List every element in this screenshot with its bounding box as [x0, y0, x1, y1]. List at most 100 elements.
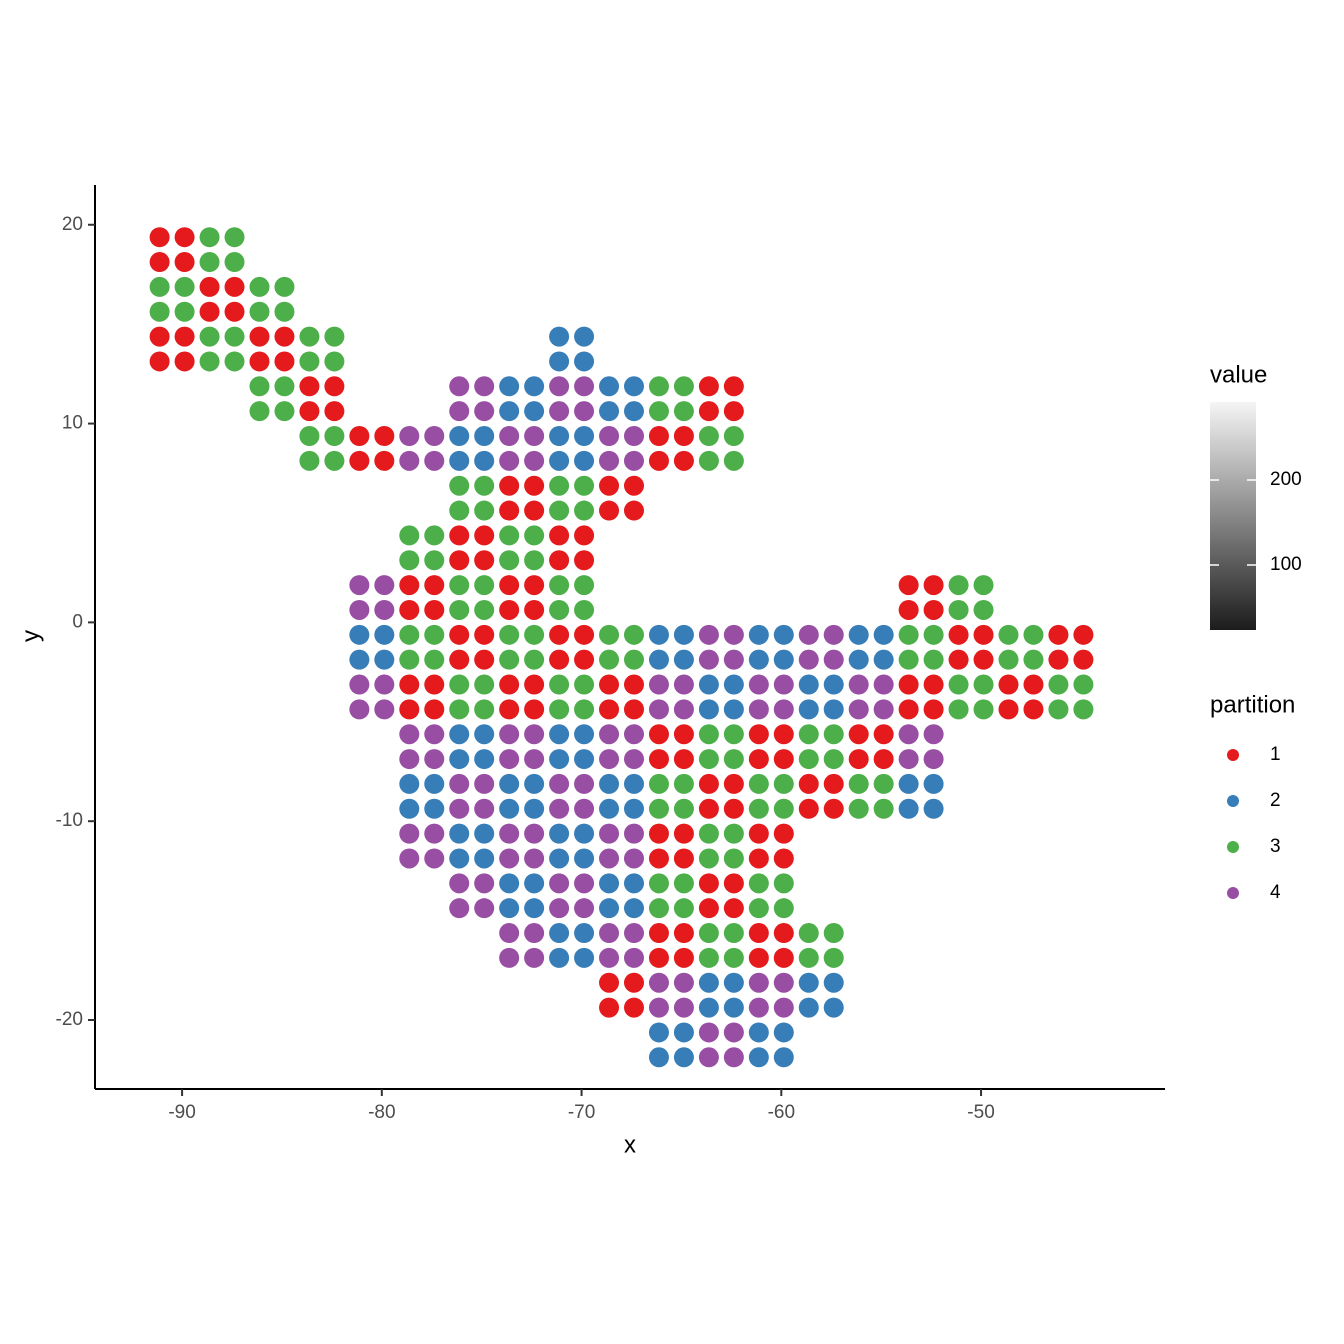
point — [274, 301, 295, 322]
point — [449, 624, 470, 645]
point — [424, 749, 445, 770]
point — [524, 848, 545, 869]
point — [349, 450, 370, 471]
point — [1023, 649, 1044, 670]
point — [623, 997, 644, 1018]
point — [449, 699, 470, 720]
point — [748, 749, 769, 770]
point — [424, 575, 445, 596]
point — [923, 674, 944, 695]
point — [698, 649, 719, 670]
point — [698, 923, 719, 944]
point — [648, 401, 669, 422]
point — [723, 873, 744, 894]
point — [698, 674, 719, 695]
point — [723, 1022, 744, 1043]
point — [174, 276, 195, 297]
point — [923, 749, 944, 770]
point — [549, 649, 570, 670]
point — [698, 749, 719, 770]
point — [524, 724, 545, 745]
point — [424, 649, 445, 670]
point — [623, 624, 644, 645]
point — [424, 798, 445, 819]
point — [574, 475, 595, 496]
point — [623, 450, 644, 471]
point — [823, 624, 844, 645]
point — [199, 351, 220, 372]
point — [1048, 624, 1069, 645]
point — [673, 997, 694, 1018]
point — [723, 674, 744, 695]
point — [249, 376, 270, 397]
point — [948, 599, 969, 620]
point — [549, 674, 570, 695]
point — [224, 351, 245, 372]
point — [574, 525, 595, 546]
point — [324, 351, 345, 372]
point — [723, 947, 744, 968]
point — [873, 749, 894, 770]
point — [773, 724, 794, 745]
y-tick-label: 10 — [62, 413, 83, 434]
point — [174, 227, 195, 248]
legend-label: 3 — [1270, 836, 1281, 857]
point — [923, 599, 944, 620]
y-tick-label: -10 — [56, 810, 83, 831]
point — [773, 674, 794, 695]
point — [424, 599, 445, 620]
point — [723, 898, 744, 919]
point — [574, 450, 595, 471]
point — [623, 674, 644, 695]
point — [623, 426, 644, 447]
point — [474, 898, 495, 919]
point — [748, 997, 769, 1018]
point — [599, 475, 620, 496]
point — [474, 450, 495, 471]
point — [349, 674, 370, 695]
point — [599, 923, 620, 944]
point — [199, 276, 220, 297]
y-tick-label: 20 — [62, 214, 83, 235]
point — [823, 749, 844, 770]
point — [574, 426, 595, 447]
point — [474, 401, 495, 422]
point — [424, 624, 445, 645]
point — [748, 947, 769, 968]
point — [673, 947, 694, 968]
x-axis-title: x — [624, 1131, 636, 1158]
point — [149, 227, 170, 248]
point — [723, 923, 744, 944]
point — [748, 773, 769, 794]
point — [798, 624, 819, 645]
point — [474, 624, 495, 645]
point — [524, 401, 545, 422]
point — [623, 475, 644, 496]
point — [224, 326, 245, 347]
point — [973, 649, 994, 670]
point — [399, 773, 420, 794]
point — [773, 624, 794, 645]
point — [673, 898, 694, 919]
point — [973, 674, 994, 695]
point — [399, 550, 420, 571]
point — [524, 947, 545, 968]
point — [549, 699, 570, 720]
point — [174, 351, 195, 372]
point — [274, 351, 295, 372]
point — [698, 724, 719, 745]
point — [574, 624, 595, 645]
point — [623, 923, 644, 944]
point — [499, 898, 520, 919]
point — [873, 724, 894, 745]
point — [499, 575, 520, 596]
point — [599, 376, 620, 397]
point — [898, 699, 919, 720]
point — [574, 724, 595, 745]
point — [723, 848, 744, 869]
point — [648, 426, 669, 447]
legend-title: partition — [1210, 691, 1295, 718]
point — [299, 351, 320, 372]
point — [349, 599, 370, 620]
point — [524, 798, 545, 819]
